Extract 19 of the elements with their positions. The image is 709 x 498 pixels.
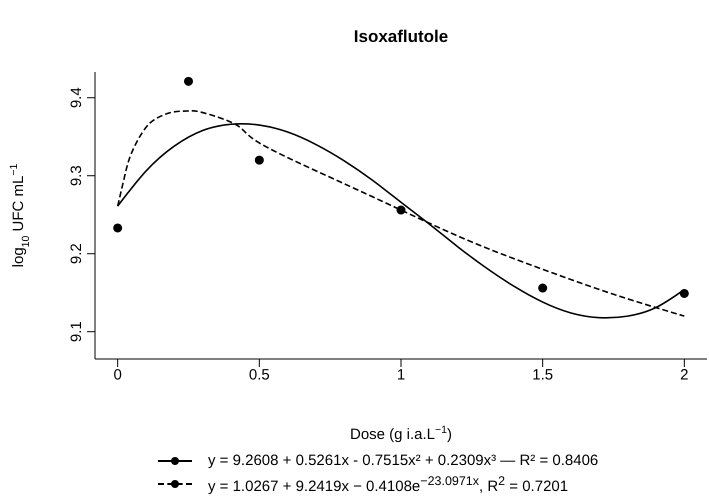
- chart-title: Isoxaflutole: [354, 27, 448, 46]
- x-tick-label: 0.5: [248, 366, 270, 384]
- legend-label: y = 9.2608 + 0.5261x - 0.7515x² + 0.2309x³ — R² = 0.8406: [208, 451, 598, 471]
- point: [538, 284, 548, 293]
- point: [254, 156, 264, 165]
- point: [184, 76, 194, 86]
- y-tick-label: 9.1: [68, 321, 85, 342]
- x-tick-label: 1: [396, 366, 406, 384]
- x-tick-label: 1.5: [532, 366, 554, 384]
- y-tick-label: 9.4: [68, 87, 85, 108]
- point: [680, 288, 689, 298]
- x-tick-label: 2: [680, 366, 689, 384]
- x-axis-title: Dose (g i.a.L$^{−1}$): [350, 424, 452, 443]
- x-tick-label: 0: [113, 366, 122, 384]
- point: [113, 223, 122, 232]
- y-tick-label: 9.2: [68, 243, 85, 264]
- legend-label: y = 1.0267 + 9.2419x − 0.4108e$^{−23.0971x}$, R$^{2}$ = 0.7201: [208, 473, 568, 497]
- y-tick-label: 9.3: [68, 165, 85, 186]
- point: [396, 206, 406, 215]
